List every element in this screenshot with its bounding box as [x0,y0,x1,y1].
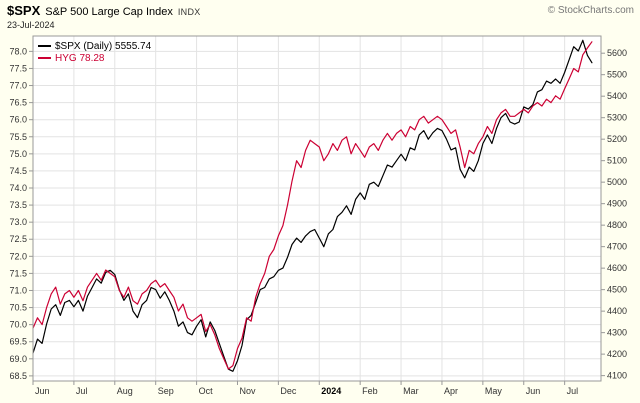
right-axis-label: 4900 [607,199,627,209]
month-label: Jun [35,386,50,396]
left-axis-label: 74.5 [9,166,27,176]
month-label: Feb [362,386,378,396]
month-label: Sep [158,386,174,396]
left-axis-label: 71.0 [9,285,27,295]
month-label: 2024 [321,386,341,396]
month-label: Jul [76,386,88,396]
stockcharts-copyright: © StockCharts.com [547,5,634,16]
right-axis-label: 5500 [607,70,627,80]
chart-symbol: $SPX [7,3,41,18]
month-label: Apr [444,386,458,396]
left-axis-label: 73.5 [9,200,27,210]
right-axis-label: 4100 [607,371,627,381]
right-axis-label: 5400 [607,91,627,101]
month-label: Jun [526,386,541,396]
right-axis-label: 4500 [607,285,627,295]
chart-date: 23-Jul-2024 [7,20,55,30]
left-axis-label: 72.0 [9,251,27,261]
right-axis-label: 4400 [607,306,627,316]
right-axis-label: 4800 [607,220,627,230]
left-axis-label: 72.5 [9,234,27,244]
left-axis-label: 77.5 [9,63,27,73]
left-axis-label: 69.0 [9,354,27,364]
legend-row-hyg: HYG 78.28 [38,52,151,64]
right-axis-label: 4700 [607,242,627,252]
left-axis-label: 68.5 [9,371,27,381]
left-axis-label: 75.5 [9,132,27,142]
spx-series-line [32,39,593,372]
right-axis-label: 5000 [607,177,627,187]
month-label: May [485,386,503,396]
left-axis-label: 70.0 [9,320,27,330]
left-axis-label: 75.0 [9,149,27,159]
left-axis-label: 71.5 [9,268,27,278]
left-axis-label: 76.5 [9,98,27,108]
left-axis-label: 77.0 [9,81,27,91]
right-axis-label: 5600 [607,48,627,58]
month-label: Mar [403,386,419,396]
month-label: Jul [567,386,579,396]
right-axis-label: 4600 [607,263,627,273]
right-axis-label: 4200 [607,349,627,359]
left-axis-label: 76.0 [9,115,27,125]
month-label: Aug [117,386,133,396]
right-axis-label: 5100 [607,156,627,166]
plot-border [32,35,602,382]
right-axis-label: 5200 [607,134,627,144]
plot-area [33,36,601,381]
legend-row-spx: $SPX (Daily) 5555.74 [38,40,151,52]
month-label: Dec [280,386,297,396]
left-axis-label: 74.0 [9,183,27,193]
right-axis-label: 5300 [607,113,627,123]
left-axis-label: 69.5 [9,337,27,347]
month-label: Oct [199,386,214,396]
left-axis-label: 78.0 [9,46,27,56]
chart-name: S&P 500 Large Cap Index [45,6,173,18]
month-label: Nov [239,386,256,396]
right-axis-label: 4300 [607,328,627,338]
left-axis-label: 70.5 [9,303,27,313]
legend-hyg-label: HYG 78.28 [55,52,105,64]
chart-header: $SPX S&P 500 Large Cap Index INDX 23-Jul… [7,3,201,30]
chart-title: $SPX S&P 500 Large Cap Index INDX [7,3,201,18]
chart-exchange: INDX [177,7,201,17]
left-axis-label: 73.0 [9,217,27,227]
legend-spx-label: $SPX (Daily) 5555.74 [55,40,152,52]
chart-legend: $SPX (Daily) 5555.74 HYG 78.28 [38,40,151,64]
hyg-line-swatch [38,57,51,59]
hyg-series-line [32,41,593,370]
spx-line-swatch [38,45,51,47]
